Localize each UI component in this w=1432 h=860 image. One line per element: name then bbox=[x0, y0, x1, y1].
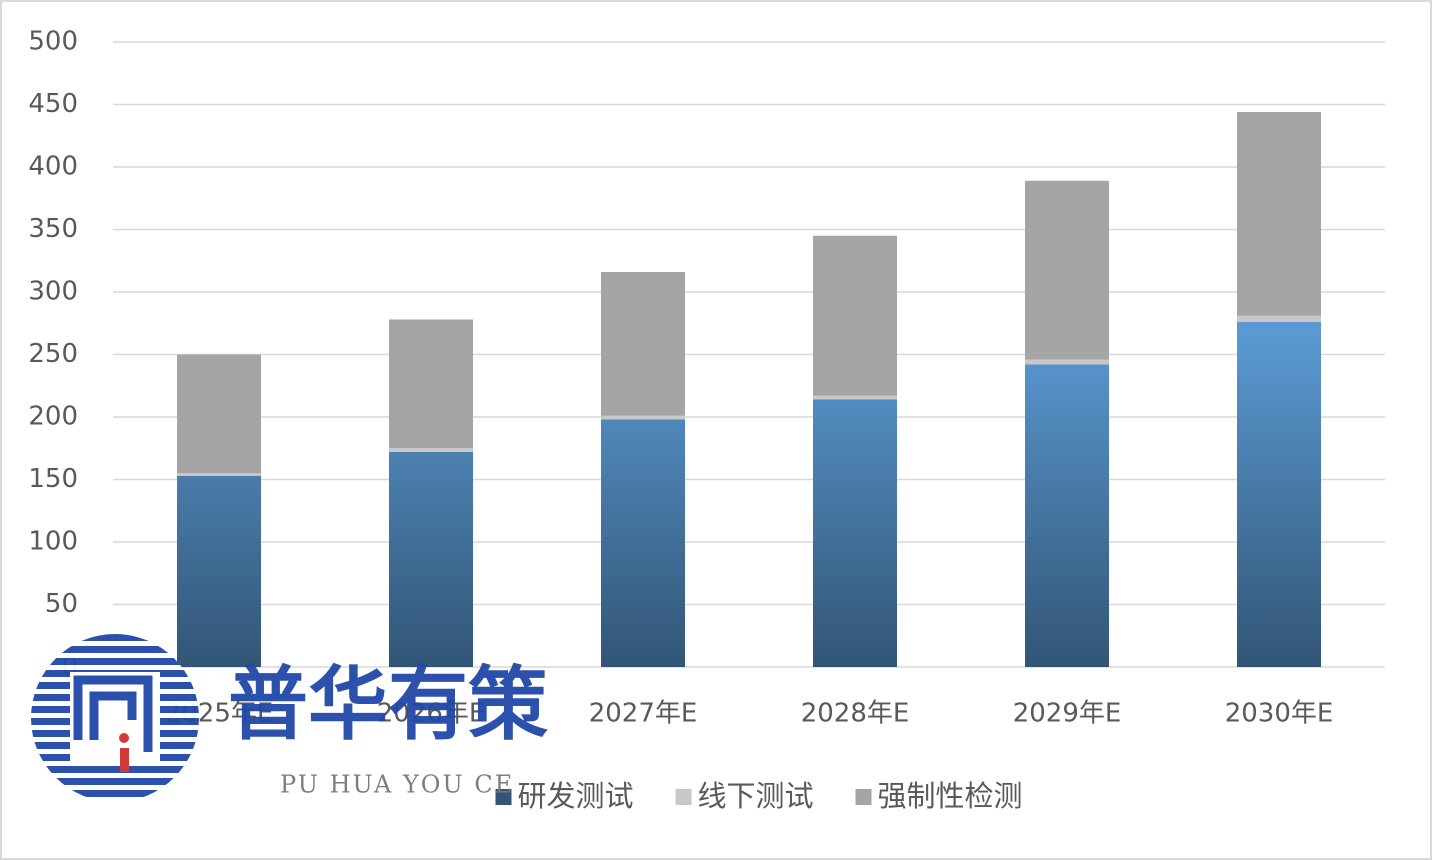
bar-segment bbox=[1237, 315, 1321, 322]
y-tick-label: 200 bbox=[28, 402, 78, 432]
bar-segment bbox=[1237, 322, 1321, 667]
x-tick-label: 2026年E bbox=[377, 699, 486, 729]
watermark: 普华有策 PU HUA YOU CE bbox=[31, 634, 548, 802]
y-tick-label: 500 bbox=[28, 27, 78, 57]
logo-stripe bbox=[31, 790, 199, 797]
bar-segment bbox=[813, 235, 897, 396]
bar-segment bbox=[1025, 364, 1109, 667]
bar-segment bbox=[1237, 112, 1321, 316]
watermark-subtitle: PU HUA YOU CE bbox=[280, 771, 514, 799]
logo-stripe bbox=[31, 766, 199, 773]
logo-stripe bbox=[31, 646, 199, 653]
watermark-title: 普华有策 bbox=[228, 658, 548, 751]
y-tick-label: 250 bbox=[28, 339, 78, 369]
bar-segment bbox=[601, 415, 685, 420]
y-tick-label: 150 bbox=[28, 464, 78, 494]
bar-segment bbox=[177, 354, 261, 474]
y-tick-label: 300 bbox=[28, 277, 78, 307]
logo-stripe bbox=[31, 778, 199, 785]
x-tick-label: 2028年E bbox=[801, 699, 910, 729]
x-tick-label: 2030年E bbox=[1225, 699, 1334, 729]
bar-segment bbox=[177, 473, 261, 476]
bar-segment bbox=[1025, 359, 1109, 365]
bar-segment bbox=[389, 452, 473, 667]
y-tick-label: 400 bbox=[28, 152, 78, 182]
logo-stripe bbox=[31, 634, 199, 641]
x-tick-label: 2029年E bbox=[1013, 699, 1122, 729]
x-tick-label: 2027年E bbox=[589, 699, 698, 729]
legend-swatch bbox=[495, 789, 512, 805]
legend-swatch bbox=[855, 789, 872, 805]
legend-label: 研发测试 bbox=[518, 779, 634, 813]
bar-segment bbox=[389, 319, 473, 449]
bar-segment bbox=[1025, 180, 1109, 360]
logo-stripes bbox=[31, 634, 199, 802]
bar-segment bbox=[601, 272, 685, 416]
bar-segment bbox=[813, 395, 897, 400]
bar-segment bbox=[601, 419, 685, 667]
y-tick-label: 50 bbox=[45, 589, 78, 619]
legend-label: 线下测试 bbox=[698, 779, 814, 813]
y-tick-label: 100 bbox=[28, 527, 78, 557]
bar-segment bbox=[813, 399, 897, 667]
y-tick-label: 350 bbox=[28, 214, 78, 244]
y-tick-label: 450 bbox=[28, 89, 78, 119]
legend-swatch bbox=[675, 789, 692, 805]
bar-segment bbox=[177, 475, 261, 667]
logo-stripe bbox=[31, 658, 199, 665]
plot-area: 0501001502002503003504004505002025年E2026… bbox=[28, 27, 1385, 813]
bar-segment bbox=[389, 448, 473, 452]
legend-label: 强制性检测 bbox=[878, 779, 1023, 813]
